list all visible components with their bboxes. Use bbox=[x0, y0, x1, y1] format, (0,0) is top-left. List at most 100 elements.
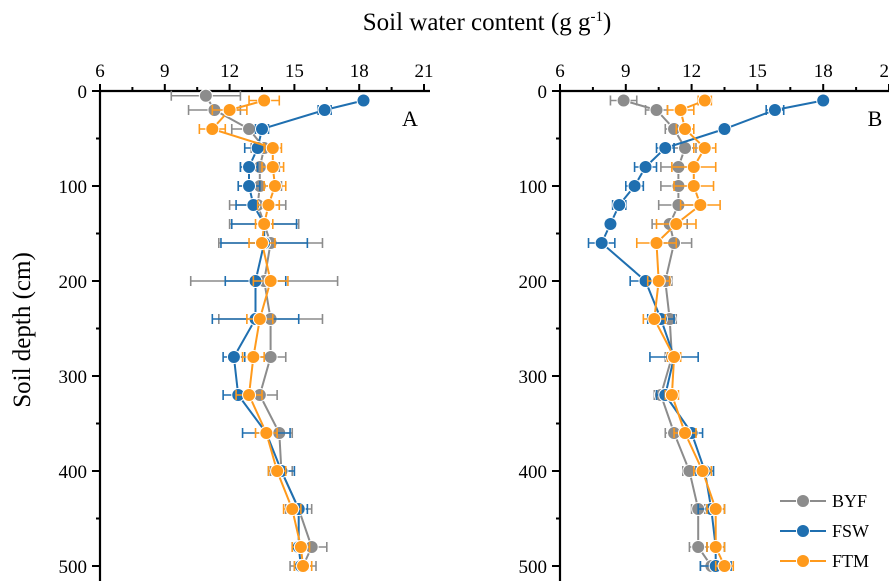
data-point bbox=[226, 350, 241, 364]
series-ftm bbox=[635, 93, 735, 573]
y-tick-label: 0 bbox=[538, 82, 548, 103]
data-point bbox=[293, 540, 308, 554]
data-point bbox=[664, 388, 679, 402]
data-point bbox=[686, 179, 701, 193]
data-point bbox=[686, 160, 701, 174]
data-point bbox=[252, 312, 267, 326]
data-point bbox=[673, 103, 688, 117]
data-point bbox=[257, 217, 272, 231]
data-point bbox=[270, 464, 285, 478]
chart-panels: 6 9 12 15 18 21 0 100 200 300 400 500 A 6 9 12 15 18 21 0 10… bbox=[59, 61, 889, 581]
y-tick-label: 300 bbox=[59, 367, 88, 388]
data-point bbox=[649, 236, 664, 250]
data-point bbox=[261, 198, 276, 212]
data-point bbox=[651, 274, 666, 288]
panel-A: 6 9 12 15 18 21 0 100 200 300 400 500 A bbox=[59, 61, 434, 581]
legend-marker bbox=[796, 494, 810, 508]
x-tick-label: 15 bbox=[748, 61, 767, 82]
panel-label: A bbox=[402, 106, 418, 131]
data-point bbox=[649, 103, 664, 117]
data-point bbox=[612, 198, 627, 212]
data-point bbox=[242, 388, 257, 402]
x-tick-label: 18 bbox=[350, 61, 369, 82]
data-point bbox=[647, 312, 662, 326]
data-point bbox=[697, 93, 712, 108]
y-tick-label: 400 bbox=[59, 462, 88, 483]
data-point bbox=[257, 93, 272, 108]
legend-label: BYF bbox=[832, 491, 867, 511]
legend-label: FSW bbox=[832, 521, 869, 541]
data-point bbox=[695, 464, 710, 478]
data-point bbox=[265, 160, 280, 174]
data-point bbox=[265, 141, 280, 155]
y-tick-label: 400 bbox=[519, 462, 548, 483]
y-tick-label: 0 bbox=[78, 82, 88, 103]
x-tick-label: 6 bbox=[555, 61, 565, 82]
data-point bbox=[816, 93, 831, 108]
data-point bbox=[678, 426, 693, 440]
x-tick-label: 15 bbox=[285, 61, 304, 82]
data-point bbox=[708, 540, 723, 554]
data-point bbox=[627, 179, 642, 193]
data-point bbox=[669, 217, 684, 231]
legend-label: FTM bbox=[832, 551, 869, 571]
data-point bbox=[667, 350, 682, 364]
data-point bbox=[691, 540, 706, 554]
x-tick-label: 9 bbox=[621, 61, 631, 82]
data-point bbox=[285, 502, 300, 516]
y-tick-label: 500 bbox=[519, 557, 548, 578]
x-tick-label: 6 bbox=[95, 61, 105, 82]
data-point bbox=[356, 93, 371, 108]
data-point bbox=[603, 217, 618, 231]
x-tick-label: 12 bbox=[220, 61, 239, 82]
data-point bbox=[638, 160, 653, 174]
data-point bbox=[697, 141, 712, 155]
data-point bbox=[242, 179, 257, 193]
data-point bbox=[198, 88, 213, 103]
x-axis-title: Soil water content (g g-1) bbox=[363, 9, 612, 36]
data-point bbox=[717, 559, 732, 573]
legend-marker bbox=[796, 524, 810, 538]
x-tick-label: 12 bbox=[682, 61, 701, 82]
data-point bbox=[255, 236, 269, 250]
data-point bbox=[296, 559, 311, 573]
series-byf bbox=[170, 88, 339, 573]
y-axis-title: Soil depth (cm) bbox=[9, 252, 36, 408]
series-ftm bbox=[198, 93, 313, 573]
panel-B: 6 9 12 15 18 21 0 100 200 300 400 500 B bbox=[519, 61, 889, 581]
x-tick-label: 18 bbox=[814, 61, 833, 82]
x-tick-label: 21 bbox=[880, 61, 889, 82]
data-point bbox=[317, 103, 332, 117]
data-point bbox=[717, 122, 732, 136]
y-tick-label: 300 bbox=[519, 367, 548, 388]
data-point bbox=[678, 122, 693, 136]
legend: BYF FSW FTM bbox=[780, 491, 869, 571]
data-point bbox=[242, 122, 257, 136]
data-point bbox=[658, 141, 673, 155]
y-tick-label: 500 bbox=[59, 557, 88, 578]
data-point bbox=[242, 160, 257, 174]
data-point bbox=[616, 93, 631, 108]
data-point bbox=[267, 179, 282, 193]
data-point bbox=[205, 122, 220, 136]
data-point bbox=[246, 350, 261, 364]
data-point bbox=[767, 103, 782, 117]
data-point bbox=[259, 426, 274, 440]
y-tick-label: 200 bbox=[519, 272, 548, 293]
y-tick-label: 100 bbox=[519, 177, 548, 198]
x-tick-label: 21 bbox=[415, 61, 434, 82]
y-tick-label: 100 bbox=[59, 177, 88, 198]
data-point bbox=[263, 274, 278, 288]
data-point bbox=[708, 502, 723, 516]
legend-marker bbox=[796, 554, 810, 568]
x-tick-label: 9 bbox=[160, 61, 170, 82]
data-point bbox=[222, 103, 237, 117]
data-point bbox=[693, 198, 708, 212]
data-point bbox=[594, 236, 609, 250]
data-point bbox=[255, 122, 269, 136]
data-point bbox=[263, 350, 278, 364]
series-fsw bbox=[211, 93, 371, 573]
panel-label: B bbox=[868, 106, 883, 131]
y-tick-label: 200 bbox=[59, 272, 88, 293]
